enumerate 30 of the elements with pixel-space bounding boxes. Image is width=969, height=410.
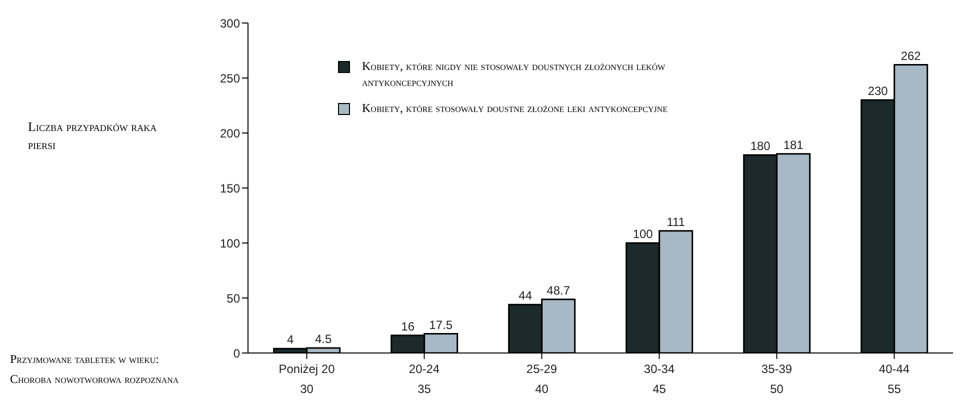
data-label: 111 [666,214,686,229]
x-tick-label: 20-24 35 [408,362,440,396]
data-label: 16 [401,319,415,334]
x-tick-label: 25-29 40 [526,362,558,396]
text: Przyjmowane tabletek w wieku: [10,352,160,366]
y-tick-label: 0 [233,346,240,360]
data-label: 262 [900,48,922,63]
x-tick-label: 35-39 50 [761,362,792,396]
data-label: 17.5 [429,318,453,332]
data-label: 4.5 [315,332,332,346]
y-axis-title: Liczba przypadków raka piersi [28,118,158,154]
data-label: 44 [518,288,532,303]
y-tick-label: 200 [220,126,240,140]
data-label: 48.7 [546,283,570,298]
x-tick-label: 40-44 55 [878,362,910,396]
data-label: 100 [632,227,654,241]
y-tick-label: 250 [220,71,240,86]
y-tick-label: 150 [220,181,240,196]
legend-label: Kobiety, które nigdy nie stosowały doustnych złożonych leków antykoncepcyjnych [362,58,666,90]
data-label: 181 [783,138,804,152]
data-label: 180 [750,139,771,153]
data-label: 4 [287,332,294,347]
text: Choroba nowotworowa rozpoznana [10,372,180,387]
x-tick-label: 30-34 45 [644,362,675,396]
y-tick-label: 300 [220,16,240,30]
legend-label: Kobiety, które stosowały doustne złożone leki antykoncepcyjne [362,100,668,116]
y-tick-label: 100 [220,236,240,250]
x-tick-label: Poniżej 20 30 [278,362,336,396]
data-label: 230 [868,84,888,98]
y-tick-label: 50 [226,291,240,306]
